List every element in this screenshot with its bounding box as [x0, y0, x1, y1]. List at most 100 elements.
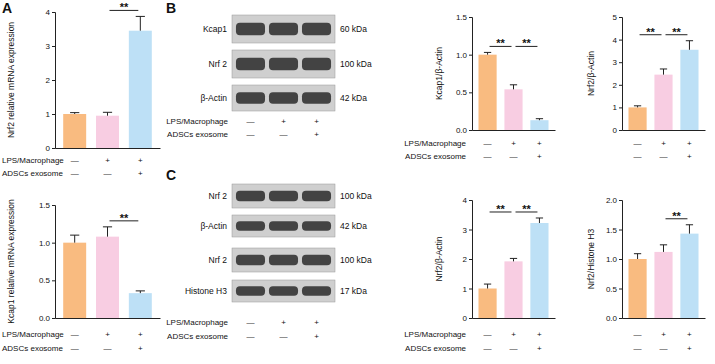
size-label: 100 kDa: [340, 255, 372, 265]
condition-mark: +: [105, 330, 110, 339]
bar-chart: 01234**Nrf2 relative mRNA expressionLPS/…: [2, 1, 161, 178]
bar: [530, 223, 548, 318]
y-axis: 0.00.51.01.52.0: [606, 196, 623, 323]
condition-mark: —: [246, 332, 254, 341]
tick-mark: [52, 46, 55, 47]
plot-area: [478, 218, 548, 318]
condition-mark: —: [634, 330, 642, 339]
tick-label: 2: [613, 81, 618, 90]
condition-mark: —: [280, 332, 288, 341]
error-bar: [536, 119, 543, 121]
bar: [680, 234, 698, 318]
condition-mark: +: [537, 344, 542, 353]
y-axis: 0.0 0.5 1.0 1.5: [456, 13, 473, 135]
blot-band: [269, 58, 298, 70]
y-tick: 0.0: [39, 314, 55, 323]
significance-label: **: [120, 1, 129, 13]
error-bar: [660, 69, 667, 75]
blot-band: [236, 255, 265, 266]
bar-chart: 012345****Nrf2/β-Actin—++——+: [586, 13, 706, 161]
tick-mark: [469, 130, 472, 131]
condition-label: LPS/Macrophage: [2, 330, 64, 339]
error-bar: [136, 16, 145, 30]
tick-mark: [469, 289, 472, 290]
blot-strip: [232, 184, 335, 208]
y-tick: 0.5: [456, 88, 472, 97]
condition-mark: —: [71, 330, 79, 339]
condition-mark: —: [484, 139, 492, 148]
bar: [63, 114, 86, 148]
panel-label: C: [166, 167, 176, 183]
tick-label: 1.5: [39, 201, 51, 210]
tick-label: 1.0: [456, 51, 468, 60]
condition-mark: +: [661, 330, 666, 339]
error-bar-stem: [107, 112, 108, 115]
tick-mark: [469, 55, 472, 56]
tick-mark: [619, 259, 622, 260]
tick-label: 4: [613, 36, 618, 45]
tick-mark: [619, 107, 622, 108]
plot-area: [628, 41, 698, 130]
figure: ABC01234**Nrf2 relative mRNA expressionL…: [0, 0, 715, 364]
size-label: 42 kDa: [340, 93, 367, 103]
blot-band: [302, 191, 331, 202]
bar: [628, 107, 646, 130]
tick-label: 4: [463, 196, 468, 205]
bar: [654, 75, 672, 130]
bar: [628, 259, 646, 318]
condition-label: ADSCs exosome: [2, 344, 63, 353]
condition-mark: —: [71, 344, 79, 353]
condition-label: ADSCs exosome: [167, 332, 228, 341]
x-axis-line: [56, 318, 161, 319]
western-blot: Kcap160 kDaNrf 2100 kDaβ-Actin42 kDaLPS/…: [166, 15, 372, 139]
tick-mark: [469, 318, 472, 319]
error-bar-cap: [536, 217, 543, 218]
error-bar-cap: [686, 224, 693, 225]
tick-label: 0.0: [456, 126, 468, 135]
error-bar-stem: [140, 16, 141, 30]
tick-mark: [469, 200, 472, 201]
bar: [96, 237, 119, 318]
tick-label: 0.0: [606, 314, 618, 323]
tick-label: 1: [46, 110, 51, 119]
y-tick: 2: [613, 81, 622, 90]
blot-strip: [232, 215, 335, 237]
significance-label: **: [672, 26, 681, 38]
blot-band: [302, 92, 331, 103]
blot-strip: [232, 248, 335, 272]
condition-mark: +: [314, 130, 319, 139]
bar-chart: 0.00.51.01.5**Kcap1 relative mRNA expres…: [2, 199, 161, 353]
y-tick: 0: [46, 144, 55, 153]
x-axis-line: [56, 148, 161, 149]
condition-mark: —: [71, 169, 79, 178]
tick-label: 0.5: [39, 276, 51, 285]
blot-strip: [232, 85, 335, 111]
protein-label: Nrf 2: [209, 191, 228, 201]
tick-label: 3: [46, 42, 51, 51]
tick-mark: [619, 318, 622, 319]
tick-mark: [52, 12, 55, 13]
condition-mark: +: [105, 156, 110, 165]
figure-svg: ABC01234**Nrf2 relative mRNA expressionL…: [0, 0, 715, 364]
error-bar-stem: [513, 85, 514, 90]
condition-label: ADSCs exosome: [2, 169, 63, 178]
error-bar: [510, 258, 517, 261]
panel-label: A: [2, 0, 12, 16]
error-bar-cap: [484, 52, 491, 53]
y-axis-line: [469, 18, 473, 131]
blot-strip: [232, 15, 335, 43]
blot-band: [269, 92, 298, 103]
error-bar: [103, 112, 112, 115]
y-tick: 1.5: [456, 13, 472, 22]
error-bar-cap: [660, 68, 667, 69]
condition-mark: +: [687, 344, 692, 353]
condition-mark: —: [484, 344, 492, 353]
condition-mark: +: [281, 318, 286, 327]
error-bar-cap: [136, 16, 145, 17]
y-axis: 0.00.51.01.5: [39, 201, 56, 323]
bar: [504, 261, 522, 318]
error-bar-stem: [689, 41, 690, 50]
condition-mark: —: [280, 130, 288, 139]
y-tick: 5: [613, 13, 622, 22]
y-axis: 01234: [463, 196, 473, 323]
